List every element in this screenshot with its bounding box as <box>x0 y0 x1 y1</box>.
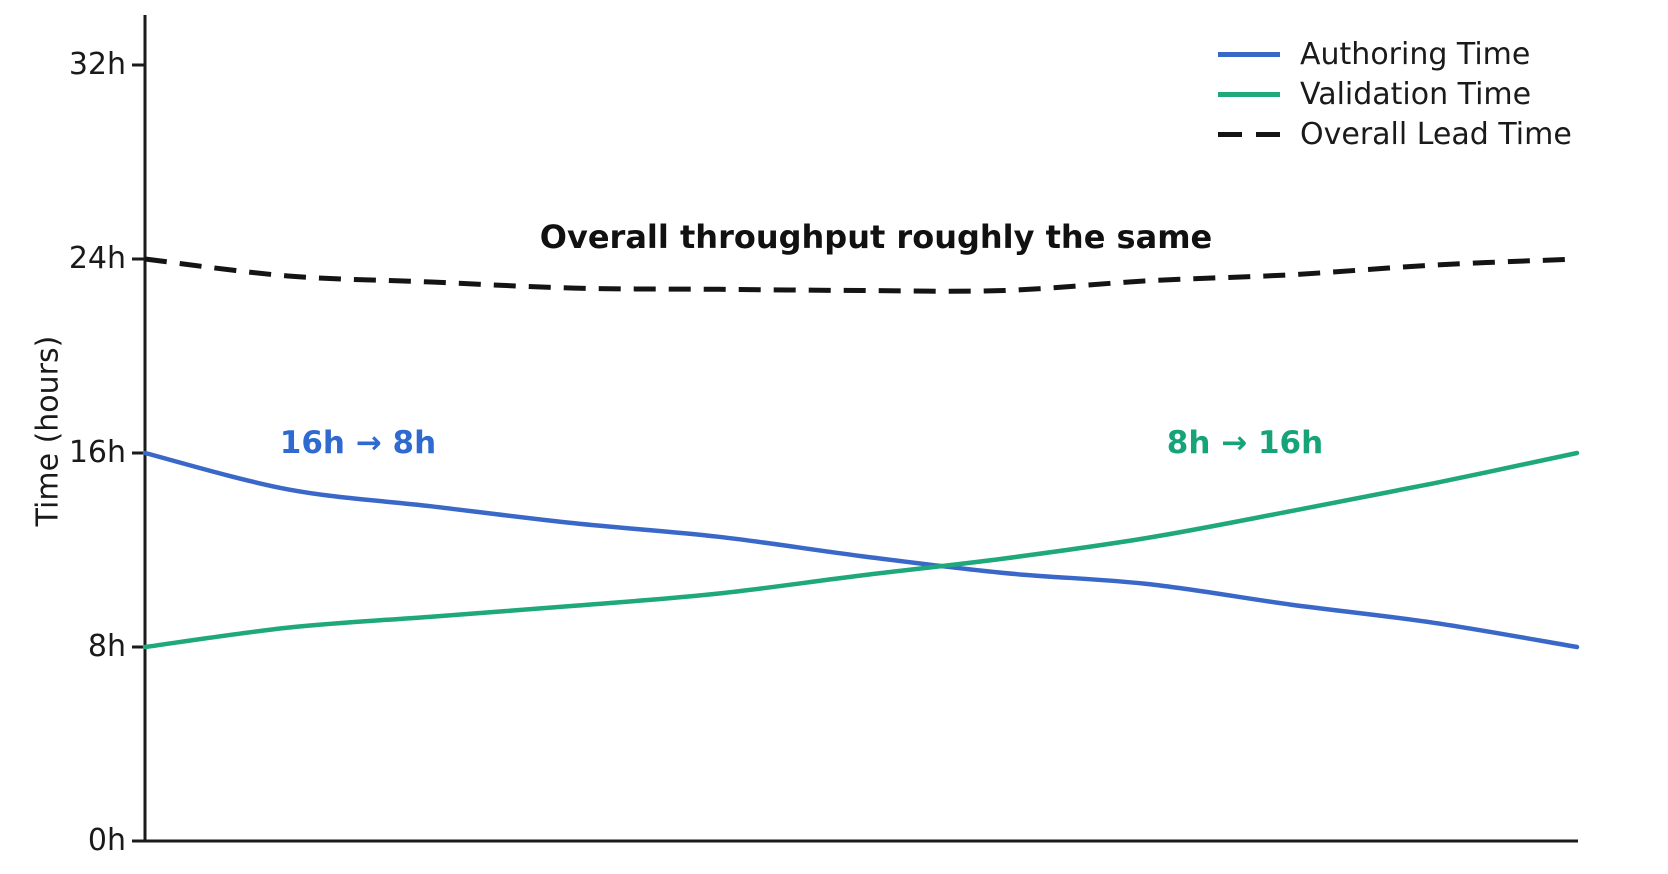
overall-line-swatch <box>1218 131 1280 137</box>
ytick-label-16h: 16h <box>68 435 126 470</box>
ytick-label-24h: 24h <box>68 241 126 276</box>
legend-label-overall: Overall Lead Time <box>1300 116 1572 152</box>
legend: Authoring Time Validation Time Overall L… <box>1218 34 1572 154</box>
ytick-label-8h: 8h <box>87 629 126 664</box>
annotation-overall-throughput: Overall throughput roughly the same <box>539 218 1213 256</box>
validation-line-swatch <box>1218 91 1280 97</box>
y-axis-title: Time (hours) <box>30 335 66 527</box>
y-axis-ticks <box>132 63 145 843</box>
overall-lead-time-line <box>144 256 1578 294</box>
annotation-validation-change: 8h → 16h <box>1166 425 1324 461</box>
ytick-label-32h: 32h <box>68 47 126 82</box>
legend-label-authoring: Authoring Time <box>1300 36 1531 72</box>
legend-label-validation: Validation Time <box>1300 76 1532 112</box>
annotation-authoring-change: 16h → 8h <box>279 425 437 461</box>
data-series-lines <box>142 256 1580 650</box>
authoring-time-line <box>142 450 1580 650</box>
legend-item-overall: Overall Lead Time <box>1218 114 1572 154</box>
authoring-line-swatch <box>1218 51 1280 57</box>
validation-time-line <box>142 450 1580 650</box>
legend-item-authoring: Authoring Time <box>1218 34 1572 74</box>
ytick-label-0h: 0h <box>87 823 126 858</box>
legend-item-validation: Validation Time <box>1218 74 1572 114</box>
